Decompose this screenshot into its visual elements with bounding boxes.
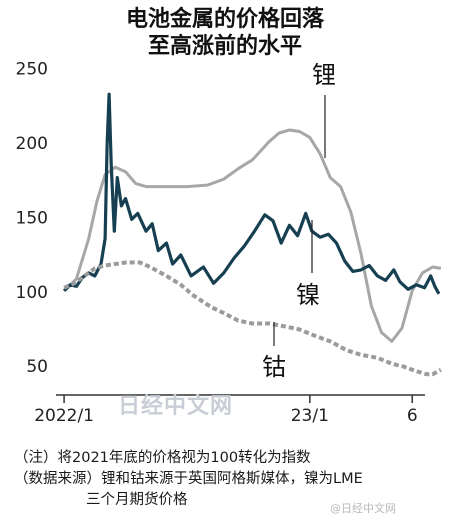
y-tick-label: 200 bbox=[16, 134, 48, 154]
series-label-lithium: 锂 bbox=[312, 61, 336, 89]
series-label-nickel: 镍 bbox=[296, 281, 320, 309]
chart-source: （数据来源）锂和钴来源于英国阿格斯媒体，镍为LME bbox=[14, 471, 363, 487]
series-line-cobalt bbox=[63, 260, 442, 377]
chart-title-line-2: 至高涨前的水平 bbox=[147, 34, 302, 59]
y-tick-label: 250 bbox=[16, 59, 48, 79]
chart-note: （注）将2021年底的价格视为100转化为指数 bbox=[14, 450, 311, 466]
chart-source-continued: 三个月期货价格 bbox=[86, 492, 188, 508]
price-index-chart: 50 100 150 200 250 2022/1 23/1 6 锂镍钴 bbox=[16, 59, 442, 426]
watermark-logo: 日经中文网 bbox=[118, 394, 234, 419]
series-line-lithium bbox=[63, 128, 442, 343]
y-tick-label: 150 bbox=[16, 208, 48, 228]
watermark-corner: @日经中文网 bbox=[330, 502, 396, 515]
chart-title-line-1: 电池金属的价格回落 bbox=[125, 7, 324, 32]
x-tick-label: 2022/1 bbox=[34, 406, 94, 426]
series-line-nickel bbox=[62, 92, 441, 295]
y-tick-label: 100 bbox=[16, 283, 48, 303]
series-label-cobalt: 钴 bbox=[262, 353, 286, 381]
y-tick-label: 50 bbox=[26, 357, 48, 377]
x-tick-label: 23/1 bbox=[291, 406, 329, 426]
x-tick-label: 6 bbox=[407, 406, 418, 426]
